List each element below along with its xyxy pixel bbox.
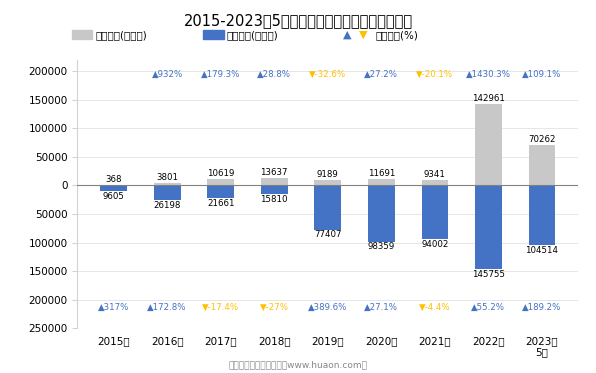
Text: 98359: 98359 bbox=[368, 242, 395, 251]
Text: ▲109.1%: ▲109.1% bbox=[522, 70, 561, 79]
Text: 出口总额(万美元): 出口总额(万美元) bbox=[95, 30, 147, 40]
Text: ▼-20.1%: ▼-20.1% bbox=[417, 70, 454, 79]
Bar bbox=[421, 185, 448, 239]
Text: 9605: 9605 bbox=[103, 192, 125, 201]
Bar bbox=[207, 185, 234, 198]
Text: 11691: 11691 bbox=[368, 169, 395, 178]
Text: 9189: 9189 bbox=[317, 170, 339, 179]
Bar bbox=[207, 179, 234, 185]
Text: 制图：华经产业研究院（www.huaon.com）: 制图：华经产业研究院（www.huaon.com） bbox=[228, 360, 368, 369]
Text: ▲172.8%: ▲172.8% bbox=[147, 303, 187, 311]
Bar bbox=[368, 179, 395, 185]
Text: ▼-32.6%: ▼-32.6% bbox=[309, 70, 346, 79]
Bar bbox=[100, 185, 127, 191]
Text: ▲28.8%: ▲28.8% bbox=[257, 70, 291, 79]
Text: ▲389.6%: ▲389.6% bbox=[308, 303, 347, 311]
Bar bbox=[475, 185, 502, 269]
Text: ▲: ▲ bbox=[343, 30, 351, 40]
Text: ▼-4.4%: ▼-4.4% bbox=[419, 303, 451, 311]
Text: ▲55.2%: ▲55.2% bbox=[471, 303, 505, 311]
Bar bbox=[315, 185, 341, 230]
Bar bbox=[154, 185, 181, 200]
Text: 145755: 145755 bbox=[472, 270, 505, 279]
Text: 368: 368 bbox=[105, 175, 122, 184]
Text: 13637: 13637 bbox=[260, 168, 288, 177]
Text: 2015-2023年5月阿拉山口综合保税区进、出口额: 2015-2023年5月阿拉山口综合保税区进、出口额 bbox=[184, 13, 412, 28]
Text: 94002: 94002 bbox=[421, 240, 449, 249]
Text: ▼: ▼ bbox=[359, 30, 368, 40]
Text: ▲179.3%: ▲179.3% bbox=[201, 70, 240, 79]
Text: ▲932%: ▲932% bbox=[151, 70, 183, 79]
Text: 104514: 104514 bbox=[526, 246, 558, 255]
Text: 70262: 70262 bbox=[528, 135, 555, 144]
Text: 9341: 9341 bbox=[424, 170, 446, 179]
Text: ▲189.2%: ▲189.2% bbox=[522, 303, 561, 311]
Text: 进口总额(万美元): 进口总额(万美元) bbox=[226, 30, 278, 40]
Text: 10619: 10619 bbox=[207, 169, 234, 178]
Text: 同比增速(%): 同比增速(%) bbox=[375, 30, 418, 40]
Text: 15810: 15810 bbox=[260, 195, 288, 204]
Bar bbox=[154, 183, 181, 185]
Text: 77407: 77407 bbox=[314, 231, 342, 239]
Text: ▼-17.4%: ▼-17.4% bbox=[202, 303, 239, 311]
Bar bbox=[475, 104, 502, 185]
Text: ▼-27%: ▼-27% bbox=[260, 303, 288, 311]
Bar bbox=[315, 180, 341, 185]
Text: ▲27.1%: ▲27.1% bbox=[364, 303, 398, 311]
Text: 21661: 21661 bbox=[207, 199, 234, 208]
Bar bbox=[529, 145, 555, 185]
Text: 26198: 26198 bbox=[154, 201, 181, 210]
Text: ▲1430.3%: ▲1430.3% bbox=[466, 70, 511, 79]
Bar bbox=[529, 185, 555, 245]
Bar bbox=[368, 185, 395, 242]
Bar bbox=[261, 185, 288, 194]
Bar bbox=[261, 178, 288, 185]
Bar bbox=[421, 180, 448, 185]
Text: 142961: 142961 bbox=[472, 94, 505, 103]
Text: ▲317%: ▲317% bbox=[98, 303, 129, 311]
Text: 3801: 3801 bbox=[156, 173, 178, 182]
Text: ▲27.2%: ▲27.2% bbox=[364, 70, 398, 79]
